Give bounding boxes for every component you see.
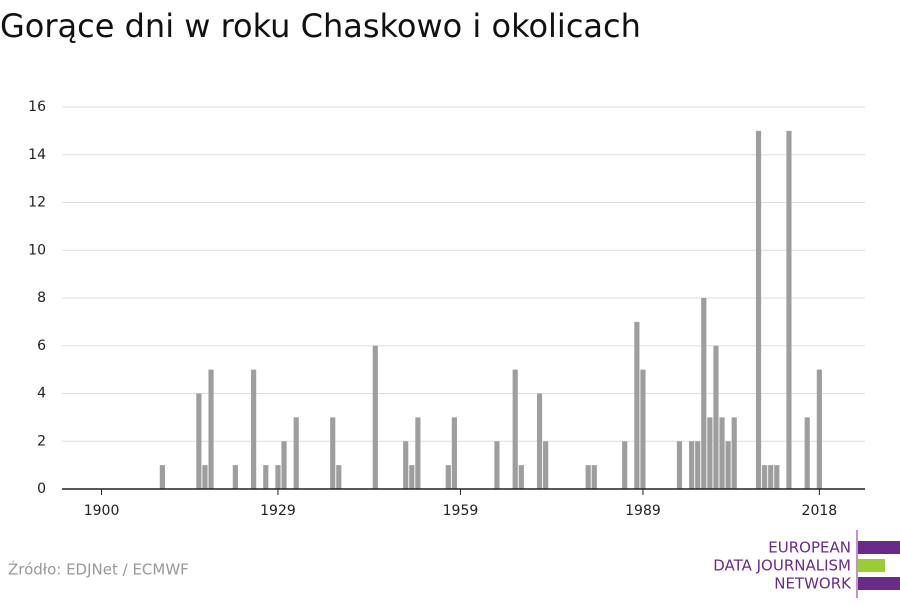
bar [281,441,287,489]
bar [415,417,421,489]
bar [731,417,737,489]
bar [543,441,549,489]
bar [330,417,336,489]
bar [159,465,165,489]
logo-text: EUROPEAN [768,539,851,557]
source: Źródło: EDJNet / ECMWF [8,560,189,579]
y-tick-label: 8 [37,290,46,306]
bar [409,465,415,489]
bar [403,441,409,489]
bar [713,345,719,489]
x-tick-label: 1959 [443,503,479,519]
bar [725,441,731,489]
y-tick-label: 2 [37,433,46,449]
bar [372,345,378,489]
bar [689,441,695,489]
y-tick-label: 12 [28,195,46,211]
bar [774,465,780,489]
bar [640,369,646,489]
y-tick-label: 10 [28,242,46,258]
x-tick-label: 2018 [802,503,838,519]
logo-bar [858,541,900,554]
bar [634,321,640,489]
bar [232,465,238,489]
bar [536,393,543,489]
bar [816,369,822,489]
bar [719,417,725,489]
bar [196,393,202,489]
bar [251,369,257,489]
bar [786,130,792,489]
bar [701,298,707,489]
x-tick-label: 1929 [260,503,296,519]
bar [804,417,810,489]
y-tick-label: 16 [28,99,46,115]
logo-text: DATA JOURNALISM [713,557,851,575]
bar [293,417,299,489]
bar [707,417,713,489]
y-tick-label: 0 [37,481,46,497]
logo-bar [858,577,900,590]
bar [263,465,269,489]
y-tick-label: 6 [37,338,46,354]
bar [512,369,518,489]
bar [202,465,208,489]
bar [451,417,457,489]
bar [494,441,500,489]
bar [336,465,342,489]
bar [695,441,701,489]
x-tick-label: 1900 [84,503,120,519]
bar [518,465,524,489]
bar [768,465,774,489]
logo-text: NETWORK [774,575,852,593]
bar [208,369,214,489]
bar [445,465,451,489]
bar [591,465,597,489]
chart-title: Gorące dni w roku Chaskowo i okolicach [0,7,641,45]
bar [622,441,628,489]
bar [676,441,683,489]
bar [762,465,768,489]
bar [275,465,281,489]
bar [755,130,762,489]
bar [585,465,591,489]
y-tick-label: 4 [37,386,46,402]
x-tick-label: 1989 [625,503,661,519]
logo-bar [858,559,885,572]
y-tick-label: 14 [28,147,46,163]
